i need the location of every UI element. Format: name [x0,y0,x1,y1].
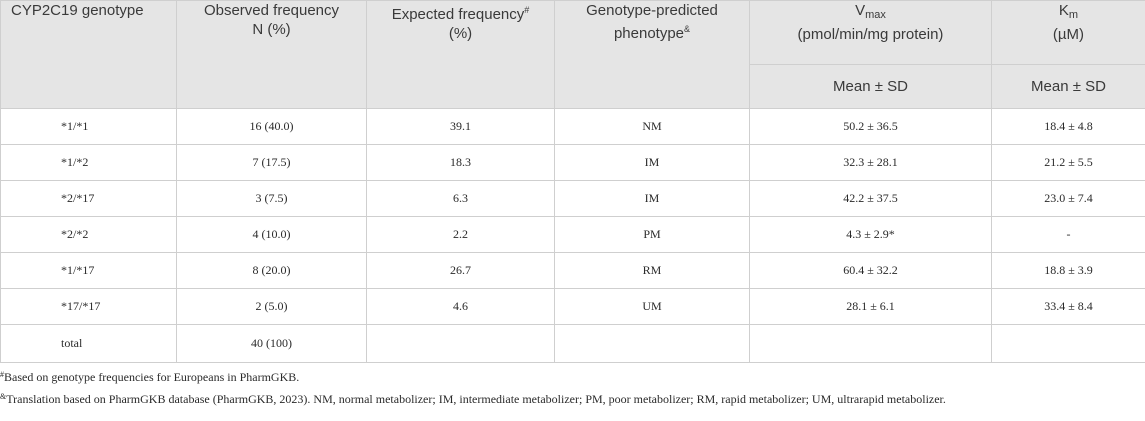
header-phenotype: Genotype-predicted phenotype& [554,0,750,109]
cell-observed: 2 (5.0) [176,288,367,325]
cell-expected: 4.6 [366,288,555,325]
header-vmax-mean-sd: Mean ± SD [749,64,992,109]
table-row-total: total 40 (100) [0,324,1145,363]
table-row: *2/*17 3 (7.5) 6.3 IM 42.2 ± 37.5 23.0 ±… [0,180,1145,217]
cell-km: 23.0 ± 7.4 [991,180,1145,217]
cell-observed: 7 (17.5) [176,144,367,181]
table-row: *2/*2 4 (10.0) 2.2 PM 4.3 ± 2.9* - [0,216,1145,253]
cell-genotype: total [0,324,177,363]
cell-phenotype: RM [554,252,750,289]
cell-observed: 16 (40.0) [176,108,367,145]
header-subrow: Mean ± SD Mean ± SD [1,64,1145,109]
cell-expected [366,324,555,363]
cell-phenotype: NM [554,108,750,145]
cell-expected: 6.3 [366,180,555,217]
table-row: *1/*1 16 (40.0) 39.1 NM 50.2 ± 36.5 18.4… [0,108,1145,145]
cell-vmax: 32.3 ± 28.1 [749,144,992,181]
cell-expected: 2.2 [366,216,555,253]
cell-km: - [991,216,1145,253]
footnote-expected-frequency: #Based on genotype frequencies for Europ… [0,370,300,384]
cell-observed: 40 (100) [176,324,367,363]
header-vmax: Vmax (pmol/min/mg protein) [749,0,992,65]
cell-expected: 39.1 [366,108,555,145]
header-row: CYP2C19 genotype Observed frequency N (%… [0,0,1145,109]
cell-vmax [749,324,992,363]
cell-phenotype [554,324,750,363]
cell-genotype: *2/*17 [0,180,177,217]
cell-genotype: *1/*1 [0,108,177,145]
table-footnotes: #Based on genotype frequencies for Europ… [0,366,1145,410]
cell-km: 33.4 ± 8.4 [991,288,1145,325]
genotype-table: CYP2C19 genotype Observed frequency N (%… [0,0,1145,363]
cell-vmax: 50.2 ± 36.5 [749,108,992,145]
header-genotype: CYP2C19 genotype [0,0,177,109]
cell-genotype: *2/*2 [0,216,177,253]
table-row: *17/*17 2 (5.0) 4.6 UM 28.1 ± 6.1 33.4 ±… [0,288,1145,325]
header-km-mean-sd: Mean ± SD [991,64,1145,109]
cell-expected: 26.7 [366,252,555,289]
table-row: *1/*17 8 (20.0) 26.7 RM 60.4 ± 32.2 18.8… [0,252,1145,289]
cell-observed: 4 (10.0) [176,216,367,253]
cell-vmax: 28.1 ± 6.1 [749,288,992,325]
cell-vmax: 4.3 ± 2.9* [749,216,992,253]
header-km: Km (µM) [991,0,1145,65]
table-row: *1/*2 7 (17.5) 18.3 IM 32.3 ± 28.1 21.2 … [0,144,1145,181]
cell-km: 18.8 ± 3.9 [991,252,1145,289]
cell-phenotype: IM [554,144,750,181]
cell-km: 21.2 ± 5.5 [991,144,1145,181]
cell-observed: 8 (20.0) [176,252,367,289]
cell-genotype: *1/*2 [0,144,177,181]
cell-genotype: *1/*17 [0,252,177,289]
header-observed-frequency: Observed frequency N (%) [176,0,367,109]
cell-km: 18.4 ± 4.8 [991,108,1145,145]
header-expected-frequency: Expected frequency# (%) [366,0,555,109]
cell-expected: 18.3 [366,144,555,181]
cell-observed: 3 (7.5) [176,180,367,217]
cell-phenotype: PM [554,216,750,253]
cell-vmax: 42.2 ± 37.5 [749,180,992,217]
footnote-phenotype: &Translation based on PharmGKB database … [0,392,946,406]
cell-phenotype: UM [554,288,750,325]
cell-vmax: 60.4 ± 32.2 [749,252,992,289]
cell-km [991,324,1145,363]
cell-phenotype: IM [554,180,750,217]
cell-genotype: *17/*17 [0,288,177,325]
